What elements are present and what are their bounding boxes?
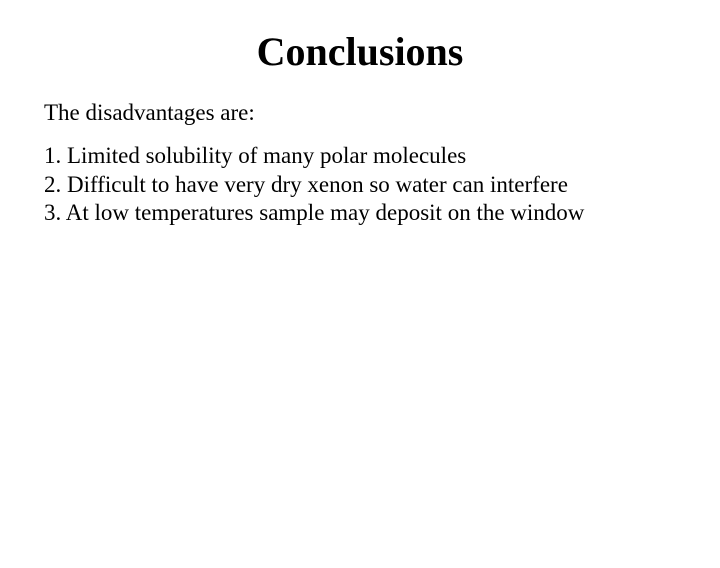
slide-body: The disadvantages are: 1. Limited solubi… bbox=[0, 99, 720, 228]
disadvantage-list: 1. Limited solubility of many polar mole… bbox=[44, 142, 680, 228]
slide-title: Conclusions bbox=[0, 28, 720, 75]
list-item: 3. At low temperatures sample may deposi… bbox=[44, 199, 680, 228]
slide: Conclusions The disadvantages are: 1. Li… bbox=[0, 28, 720, 568]
list-item: 2. Difficult to have very dry xenon so w… bbox=[44, 171, 680, 200]
list-item: 1. Limited solubility of many polar mole… bbox=[44, 142, 680, 171]
intro-text: The disadvantages are: bbox=[44, 99, 680, 128]
